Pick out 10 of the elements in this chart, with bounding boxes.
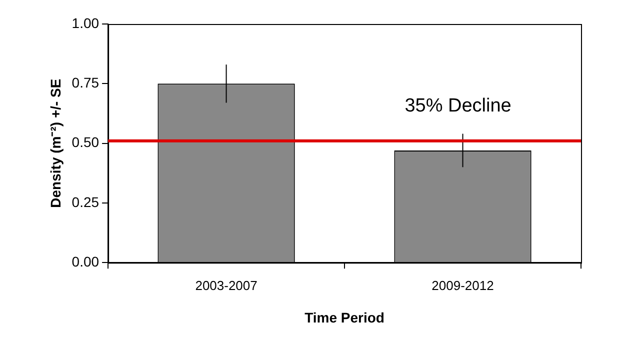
y-tick-label: 1.00 [72,14,100,31]
y-tick-label: 0.50 [72,134,100,150]
y-axis-title: Density (m⁻²) +/- SE [47,78,64,208]
y-tick-label: 0.25 [72,194,100,210]
y-tick-label: 0.75 [72,74,100,91]
annotation: 35% Decline [404,96,512,117]
x-axis-title: Time Period [304,309,384,326]
x-tick-label: 2009-2012 [432,278,494,293]
y-tick-label: 0.00 [72,253,100,270]
x-tick-label: 2003-2007 [195,278,258,293]
